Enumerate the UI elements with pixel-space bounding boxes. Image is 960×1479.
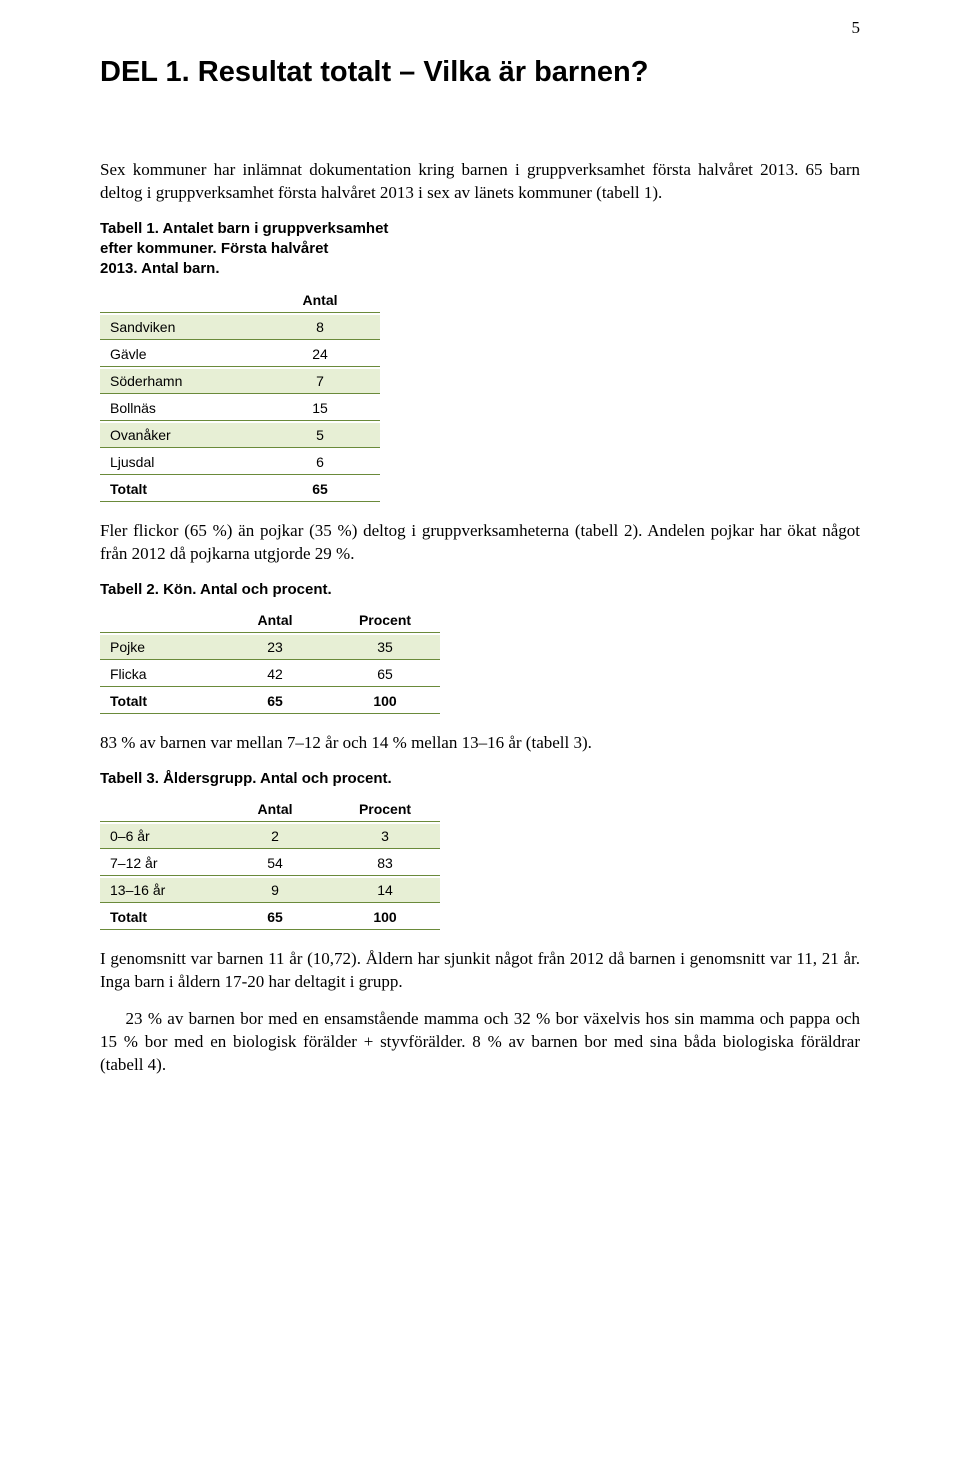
row-value: 15 bbox=[260, 396, 380, 421]
row-value: 9 bbox=[220, 878, 330, 903]
table-row: 13–16 år914 bbox=[100, 878, 440, 903]
table-row: Ovanåker5 bbox=[100, 423, 380, 448]
table-row: Söderhamn7 bbox=[100, 369, 380, 394]
table-row: Ljusdal6 bbox=[100, 450, 380, 475]
paragraph-after-table3-a: I genomsnitt var barnen 11 år (10,72). Å… bbox=[100, 948, 860, 994]
caption-line: Tabell 1. Antalet barn i gruppverksamhet bbox=[100, 220, 388, 237]
table-row: Bollnäs15 bbox=[100, 396, 380, 421]
total-label: Totalt bbox=[100, 477, 260, 502]
total-label: Totalt bbox=[100, 689, 220, 714]
row-label: 7–12 år bbox=[100, 851, 220, 876]
paragraph-after-table1: Fler flickor (65 %) än pojkar (35 %) del… bbox=[100, 520, 860, 566]
row-label: Flicka bbox=[100, 662, 220, 687]
table-header-cell: Antal bbox=[260, 288, 380, 313]
table-header-cell: Antal bbox=[220, 797, 330, 822]
row-value: 65 bbox=[330, 662, 440, 687]
table-header-cell bbox=[100, 288, 260, 313]
row-label: 13–16 år bbox=[100, 878, 220, 903]
total-value: 100 bbox=[330, 689, 440, 714]
table2: AntalProcentPojke2335Flicka4265Totalt651… bbox=[100, 606, 440, 716]
total-value: 65 bbox=[220, 689, 330, 714]
table1-caption: Tabell 1. Antalet barn i gruppverksamhet… bbox=[100, 219, 860, 280]
table-total-row: Totalt65100 bbox=[100, 905, 440, 930]
row-value: 7 bbox=[260, 369, 380, 394]
table-header-cell bbox=[100, 797, 220, 822]
table-row: Sandviken8 bbox=[100, 315, 380, 340]
row-value: 2 bbox=[220, 824, 330, 849]
table3-caption: Tabell 3. Åldersgrupp. Antal och procent… bbox=[100, 769, 860, 789]
table-header-cell bbox=[100, 608, 220, 633]
total-value: 100 bbox=[330, 905, 440, 930]
table-total-row: Totalt65100 bbox=[100, 689, 440, 714]
row-value: 3 bbox=[330, 824, 440, 849]
row-label: Bollnäs bbox=[100, 396, 260, 421]
table-row: Pojke2335 bbox=[100, 635, 440, 660]
paragraph-after-table2: 83 % av barnen var mellan 7–12 år och 14… bbox=[100, 732, 860, 755]
page-number: 5 bbox=[852, 18, 861, 38]
table-row: Gävle24 bbox=[100, 342, 380, 367]
row-value: 8 bbox=[260, 315, 380, 340]
row-label: 0–6 år bbox=[100, 824, 220, 849]
intro-paragraph: Sex kommuner har inlämnat dokumentation … bbox=[100, 159, 860, 205]
row-value: 24 bbox=[260, 342, 380, 367]
table2-caption: Tabell 2. Kön. Antal och procent. bbox=[100, 580, 860, 600]
table-header-cell: Procent bbox=[330, 608, 440, 633]
table-header-cell: Antal bbox=[220, 608, 330, 633]
total-value: 65 bbox=[220, 905, 330, 930]
caption-line: efter kommuner. Första halvåret bbox=[100, 240, 328, 257]
row-value: 35 bbox=[330, 635, 440, 660]
table-total-row: Totalt65 bbox=[100, 477, 380, 502]
row-value: 5 bbox=[260, 423, 380, 448]
table-row: Flicka4265 bbox=[100, 662, 440, 687]
row-label: Gävle bbox=[100, 342, 260, 367]
table-row: 0–6 år23 bbox=[100, 824, 440, 849]
row-label: Söderhamn bbox=[100, 369, 260, 394]
total-label: Totalt bbox=[100, 905, 220, 930]
caption-line: 2013. Antal barn. bbox=[100, 260, 220, 277]
table3: AntalProcent0–6 år237–12 år548313–16 år9… bbox=[100, 795, 440, 932]
row-value: 83 bbox=[330, 851, 440, 876]
row-value: 23 bbox=[220, 635, 330, 660]
table-row: 7–12 år5483 bbox=[100, 851, 440, 876]
total-value: 65 bbox=[260, 477, 380, 502]
row-label: Pojke bbox=[100, 635, 220, 660]
page-title: DEL 1. Resultat totalt – Vilka är barnen… bbox=[100, 56, 860, 89]
table-header-cell: Procent bbox=[330, 797, 440, 822]
row-value: 6 bbox=[260, 450, 380, 475]
table1: AntalSandviken8Gävle24Söderhamn7Bollnäs1… bbox=[100, 286, 380, 504]
row-value: 14 bbox=[330, 878, 440, 903]
row-label: Sandviken bbox=[100, 315, 260, 340]
paragraph-after-table3-b: 23 % av barnen bor med en ensamstående m… bbox=[100, 1008, 860, 1077]
row-label: Ljusdal bbox=[100, 450, 260, 475]
row-label: Ovanåker bbox=[100, 423, 260, 448]
row-value: 54 bbox=[220, 851, 330, 876]
row-value: 42 bbox=[220, 662, 330, 687]
